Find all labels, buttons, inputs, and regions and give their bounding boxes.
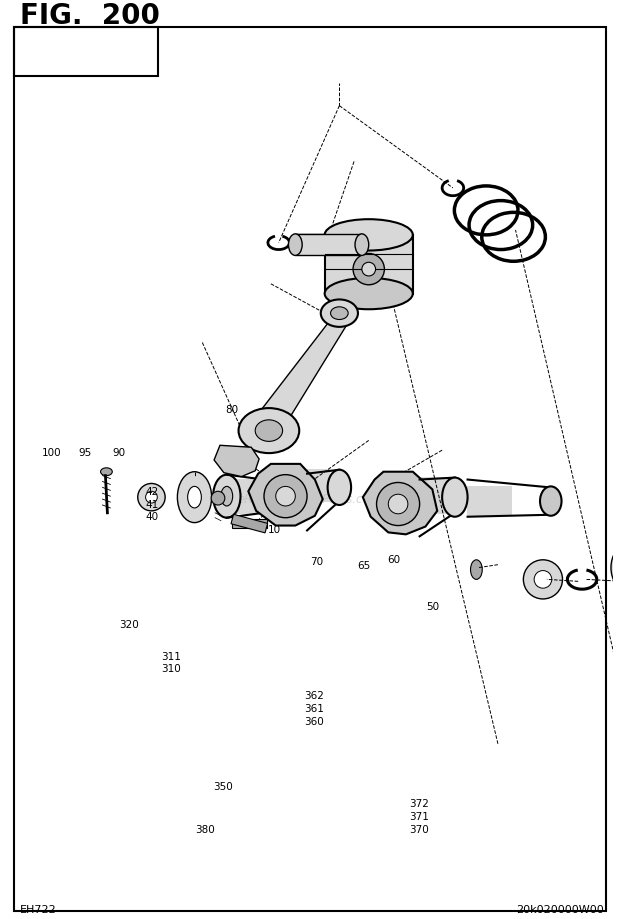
Text: 20k020000W00: 20k020000W00	[516, 905, 604, 915]
Circle shape	[264, 474, 307, 517]
Polygon shape	[249, 464, 323, 526]
Ellipse shape	[239, 408, 299, 453]
Ellipse shape	[221, 486, 232, 506]
Polygon shape	[214, 446, 259, 477]
Ellipse shape	[213, 474, 241, 517]
Text: 311: 311	[161, 652, 181, 662]
Text: 10: 10	[267, 525, 281, 535]
Bar	[227, 479, 271, 514]
Text: 50: 50	[427, 602, 440, 612]
Text: 40: 40	[145, 513, 158, 522]
Text: 70: 70	[310, 557, 323, 566]
Text: eReplacementParts.com: eReplacementParts.com	[238, 493, 382, 505]
Text: 360: 360	[304, 717, 324, 727]
Ellipse shape	[442, 478, 467, 516]
Circle shape	[534, 571, 552, 588]
Circle shape	[276, 486, 295, 506]
Text: 371: 371	[409, 812, 429, 822]
Circle shape	[523, 560, 562, 599]
Ellipse shape	[540, 486, 562, 516]
Text: 95: 95	[78, 448, 91, 458]
Circle shape	[376, 482, 420, 526]
Text: 372: 372	[409, 800, 429, 810]
Ellipse shape	[355, 233, 369, 255]
Bar	[14, 28, 158, 76]
Ellipse shape	[288, 233, 302, 255]
Text: 350: 350	[213, 782, 232, 792]
Circle shape	[388, 494, 408, 514]
Text: 60: 60	[388, 555, 401, 564]
Polygon shape	[363, 471, 437, 534]
Text: 380: 380	[195, 824, 215, 834]
Circle shape	[362, 262, 376, 276]
Text: 65: 65	[357, 561, 371, 571]
Text: 361: 361	[304, 704, 324, 714]
Bar	[295, 233, 362, 255]
Text: FIG.  200: FIG. 200	[20, 2, 160, 30]
Text: 370: 370	[409, 824, 428, 834]
FancyBboxPatch shape	[232, 518, 267, 528]
Text: 90: 90	[113, 448, 126, 458]
Bar	[418, 477, 457, 514]
Ellipse shape	[321, 300, 358, 327]
Ellipse shape	[611, 544, 620, 591]
Polygon shape	[231, 515, 268, 533]
Text: 320: 320	[119, 620, 139, 630]
Text: 42: 42	[145, 487, 158, 497]
Ellipse shape	[100, 468, 112, 476]
Bar	[325, 235, 413, 293]
Text: 41: 41	[145, 500, 158, 510]
Text: 100: 100	[42, 448, 61, 458]
Ellipse shape	[471, 560, 482, 579]
Ellipse shape	[325, 278, 413, 309]
Ellipse shape	[330, 307, 348, 320]
Circle shape	[138, 483, 165, 511]
Bar	[305, 469, 330, 502]
Ellipse shape	[188, 486, 202, 508]
Ellipse shape	[255, 420, 283, 441]
Text: EH722: EH722	[20, 905, 57, 915]
Text: 80: 80	[225, 404, 238, 414]
Circle shape	[146, 492, 157, 503]
Polygon shape	[251, 321, 349, 423]
Circle shape	[353, 254, 384, 285]
Ellipse shape	[327, 470, 351, 505]
Circle shape	[211, 492, 225, 505]
Text: 362: 362	[304, 691, 324, 701]
Ellipse shape	[325, 220, 413, 251]
Bar	[467, 486, 512, 516]
Ellipse shape	[177, 471, 211, 523]
Text: 310: 310	[161, 664, 181, 675]
